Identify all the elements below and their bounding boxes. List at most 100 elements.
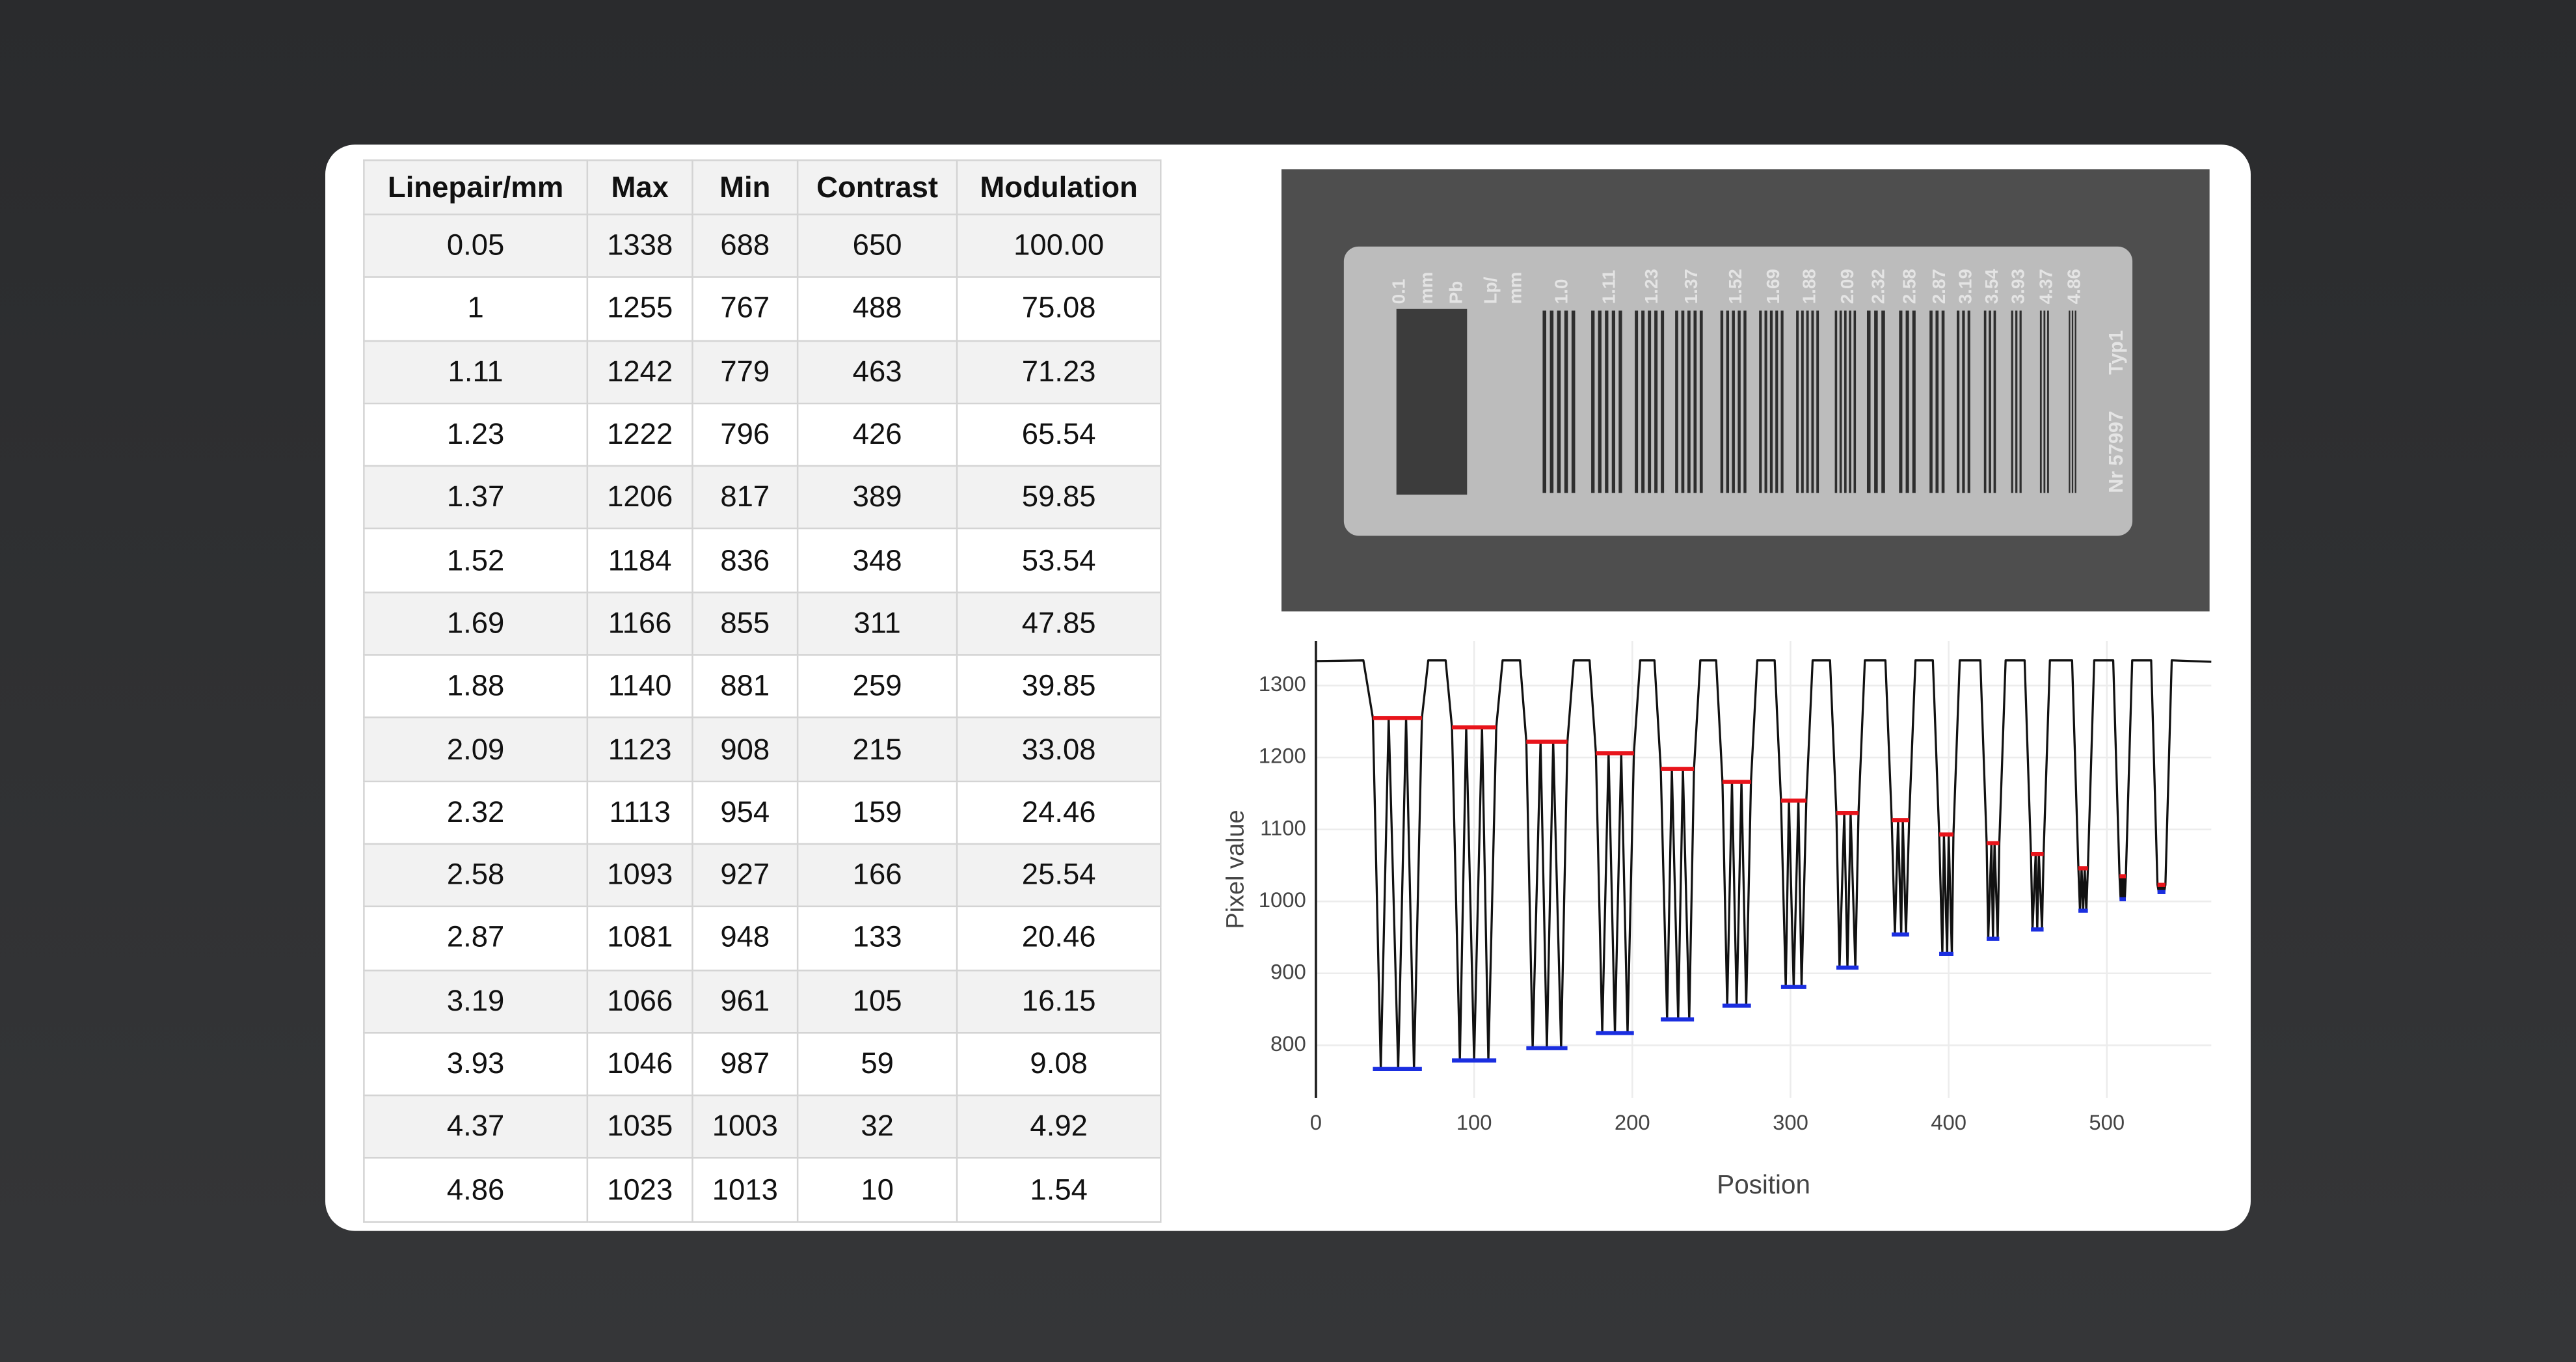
table-cell: 71.23 <box>956 339 1162 405</box>
table-row: 2.32 1113 954 159 24.46 <box>363 780 1162 845</box>
table-cell: 2.32 <box>363 780 589 845</box>
table-cell: 817 <box>691 465 799 530</box>
table-cell: 100.00 <box>956 213 1162 279</box>
table-body: 0.05 1338 688 650 100.00 1 1255 767 488 75.08 1.11… <box>363 213 1162 1223</box>
table-cell: 4.92 <box>956 1095 1162 1160</box>
y-tick-label: 1300 <box>1259 672 1306 696</box>
table-cell: 1206 <box>586 465 693 530</box>
x-tick-label: 0 <box>1310 1110 1322 1134</box>
table-row: 3.19 1066 961 105 16.15 <box>363 968 1162 1034</box>
table-cell: 881 <box>691 654 799 719</box>
y-tick-label: 1000 <box>1259 888 1306 912</box>
table-cell: 3.93 <box>363 1031 589 1096</box>
table-cell: 2.58 <box>363 843 589 908</box>
table-cell: 1338 <box>586 213 693 279</box>
lp-label: 1.0 <box>1551 279 1571 305</box>
table-cell: 24.46 <box>956 780 1162 845</box>
xray-image: 0.1 mm Pb Lp/mm 1.0 1.11 1.23 1.37 1.52 1.69 1.88 2… <box>1281 169 2210 612</box>
mtf-table: Linepair/mm Max Min Contrast Modulation 0.05… <box>363 159 1162 1223</box>
table-cell: 1140 <box>586 654 693 719</box>
table-cell: 53.54 <box>956 528 1162 593</box>
table-cell: 1184 <box>586 528 693 593</box>
table-row: 1.69 1166 855 311 47.85 <box>363 591 1162 656</box>
lp-label: 1.52 <box>1725 269 1745 304</box>
x-tick-label: 500 <box>2089 1110 2125 1134</box>
table-cell: 348 <box>796 528 958 593</box>
table-cell: 166 <box>796 843 958 908</box>
table-cell: 1.11 <box>363 339 589 405</box>
table-cell: 10 <box>796 1158 958 1223</box>
table-cell: 1.54 <box>956 1158 1162 1223</box>
lp-label: 2.87 <box>1929 269 1949 304</box>
table-cell: 215 <box>796 717 958 782</box>
table-cell: 39.85 <box>956 654 1162 719</box>
table-cell: 32 <box>796 1095 958 1160</box>
table-row: 2.09 1123 908 215 33.08 <box>363 717 1162 782</box>
lp-label: 3.19 <box>1955 269 1976 304</box>
table-cell: 2.09 <box>363 717 589 782</box>
serial-label: Nr 57997 <box>2106 411 2127 493</box>
lp-label: 2.58 <box>1899 269 1920 304</box>
model-label: Typ1 <box>2106 330 2127 374</box>
column-header: Contrast <box>796 159 958 215</box>
table-cell: 779 <box>691 339 799 405</box>
table-cell: 908 <box>691 717 799 782</box>
lp-label: 1.23 <box>1641 269 1661 304</box>
header-row: Linepair/mm Max Min Contrast Modulation <box>363 159 1162 215</box>
table-cell: 133 <box>796 906 958 971</box>
table-cell: 1255 <box>586 277 693 342</box>
table-cell: 987 <box>691 1031 799 1096</box>
table-cell: 1066 <box>586 968 693 1034</box>
table-cell: 1222 <box>586 402 693 467</box>
table-cell: 25.54 <box>956 843 1162 908</box>
column-header: Modulation <box>956 159 1162 215</box>
table-cell: 33.08 <box>956 717 1162 782</box>
x-tick-label: 200 <box>1615 1110 1650 1134</box>
x-tick-label: 100 <box>1456 1110 1492 1134</box>
table-cell: 1.69 <box>363 591 589 656</box>
table-cell: 1123 <box>586 717 693 782</box>
table-cell: 855 <box>691 591 799 656</box>
table-cell: 9.08 <box>956 1031 1162 1096</box>
table-cell: 4.37 <box>363 1095 589 1160</box>
table-cell: 59 <box>796 1031 958 1096</box>
table-cell: 426 <box>796 402 958 467</box>
table-cell: 1046 <box>586 1031 693 1096</box>
table-cell: 1242 <box>586 339 693 405</box>
table-cell: 488 <box>796 277 958 342</box>
table-cell: 3.19 <box>363 968 589 1034</box>
table-cell: 1.52 <box>363 528 589 593</box>
plate-label: Pb <box>1446 281 1466 304</box>
column-header: Min <box>691 159 799 215</box>
y-tick-label: 1100 <box>1260 815 1306 839</box>
table-cell: 311 <box>796 591 958 656</box>
table-cell: 1.88 <box>363 654 589 719</box>
table-cell: 688 <box>691 213 799 279</box>
table-cell: 836 <box>691 528 799 593</box>
table-cell: 59.85 <box>956 465 1162 530</box>
lp-label: 3.54 <box>1981 269 2002 305</box>
lp-label: 1.11 <box>1599 270 1619 305</box>
lp-label: 2.32 <box>1868 269 1888 304</box>
table-cell: 1166 <box>586 591 693 656</box>
table-cell: 1003 <box>691 1095 799 1160</box>
table-row: 1 1255 767 488 75.08 <box>363 277 1162 342</box>
table-row: 2.58 1093 927 166 25.54 <box>363 843 1162 908</box>
table-row: 0.05 1338 688 650 100.00 <box>363 213 1162 279</box>
table-cell: 389 <box>796 465 958 530</box>
table-row: 1.88 1140 881 259 39.85 <box>363 654 1162 719</box>
table-cell: 65.54 <box>956 402 1162 467</box>
lead-square <box>1396 308 1468 495</box>
line-pair-bars <box>1542 310 2076 493</box>
table-row: 4.37 1035 1003 32 4.92 <box>363 1095 1162 1160</box>
table-row: 1.52 1184 836 348 53.54 <box>363 528 1162 593</box>
table-cell: 1.37 <box>363 465 589 530</box>
table-cell: 1081 <box>586 906 693 971</box>
plate-label: mm <box>1505 272 1525 304</box>
lp-label: 2.09 <box>1837 269 1857 304</box>
table-cell: 20.46 <box>956 906 1162 971</box>
table-cell: 961 <box>691 968 799 1034</box>
table-cell: 75.08 <box>956 277 1162 342</box>
